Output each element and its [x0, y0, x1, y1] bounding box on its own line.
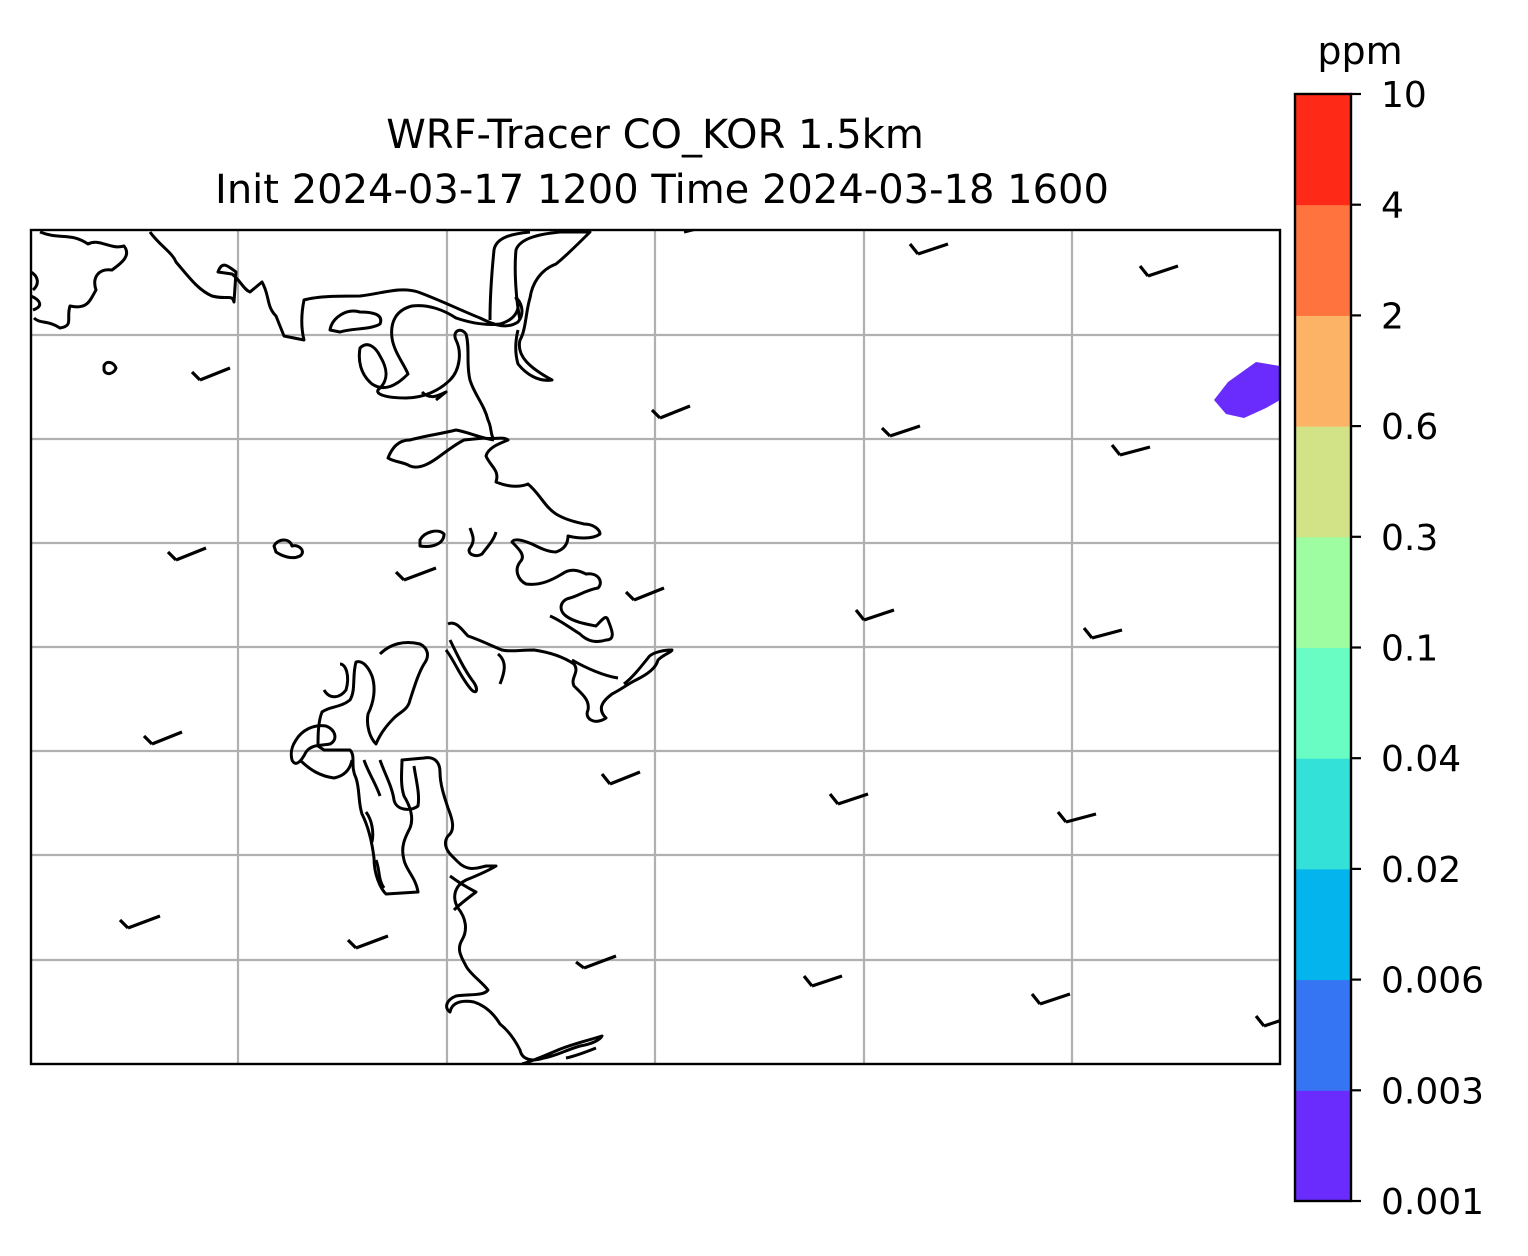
- colorbar-segment: [1295, 1090, 1351, 1202]
- colorbar-tick-label: 0.04: [1381, 739, 1461, 780]
- wind-barb: [908, 242, 949, 256]
- wind-barb: [1138, 264, 1179, 278]
- wind-barb: [854, 608, 895, 622]
- wind-barb: [166, 546, 207, 562]
- wind-barbs: [118, 230, 1280, 1028]
- gridlines: [31, 230, 1280, 1064]
- wind-barb: [1056, 811, 1097, 824]
- wind-barb: [802, 974, 843, 988]
- wind-barb: [880, 424, 921, 438]
- colorbar-segment: [1295, 868, 1351, 981]
- colorbar-segment: [1295, 536, 1351, 648]
- wind-barb: [575, 954, 617, 970]
- colorbar-segment: [1295, 758, 1351, 870]
- title-line-1: WRF-Tracer CO_KOR 1.5km: [386, 112, 924, 158]
- wind-barb: [190, 366, 231, 382]
- wind-barb: [118, 914, 161, 930]
- wind-barb: [1030, 992, 1071, 1006]
- wind-barb: [650, 404, 691, 420]
- colorbar-segment: [1295, 979, 1351, 1091]
- map-panel: [31, 230, 1280, 1064]
- colorbar: 0.001 0.003 0.006 0.02 0.04 0.1 0.3 0.6 2 4 10: [1293, 75, 1484, 1223]
- wind-barb: [142, 730, 183, 746]
- colorbar-segment: [1295, 647, 1351, 759]
- colorbar-tick-label: 0.3: [1381, 518, 1438, 559]
- colorbar-segment: [1295, 426, 1351, 538]
- colorbar-tick-label: 0.02: [1381, 850, 1461, 891]
- colorbar-tick-label: 2: [1381, 296, 1404, 337]
- wind-barb: [600, 770, 641, 786]
- colorbar-unit: ppm: [1317, 29, 1402, 73]
- colorbar-tick-label: 0.001: [1381, 1182, 1484, 1223]
- colorbar-segment: [1295, 204, 1351, 316]
- wind-barb: [624, 586, 665, 602]
- coastlines: [31, 230, 674, 1064]
- wind-barb: [394, 566, 437, 582]
- tracer-contour-patch: [1214, 362, 1280, 418]
- colorbar-tick-label: 10: [1381, 75, 1427, 116]
- wind-barb: [346, 934, 389, 950]
- colorbar-tick-label: 0.003: [1381, 1071, 1484, 1112]
- wind-barb: [683, 230, 699, 234]
- colorbar-segment: [1295, 94, 1351, 206]
- wind-barb: [1082, 627, 1123, 640]
- colorbar-segment: [1295, 315, 1351, 427]
- colorbar-tick-label: 0.6: [1381, 407, 1438, 448]
- colorbar-tick-label: 4: [1381, 186, 1404, 227]
- map-frame: [29, 228, 1282, 1066]
- colorbar-tick-label: 0.006: [1381, 961, 1484, 1002]
- wind-barb: [828, 792, 869, 806]
- title-line-2: Init 2024-03-17 1200 Time 2024-03-18 160…: [215, 167, 1109, 213]
- wind-barb: [1110, 444, 1151, 457]
- colorbar-tick-label: 0.1: [1381, 629, 1438, 670]
